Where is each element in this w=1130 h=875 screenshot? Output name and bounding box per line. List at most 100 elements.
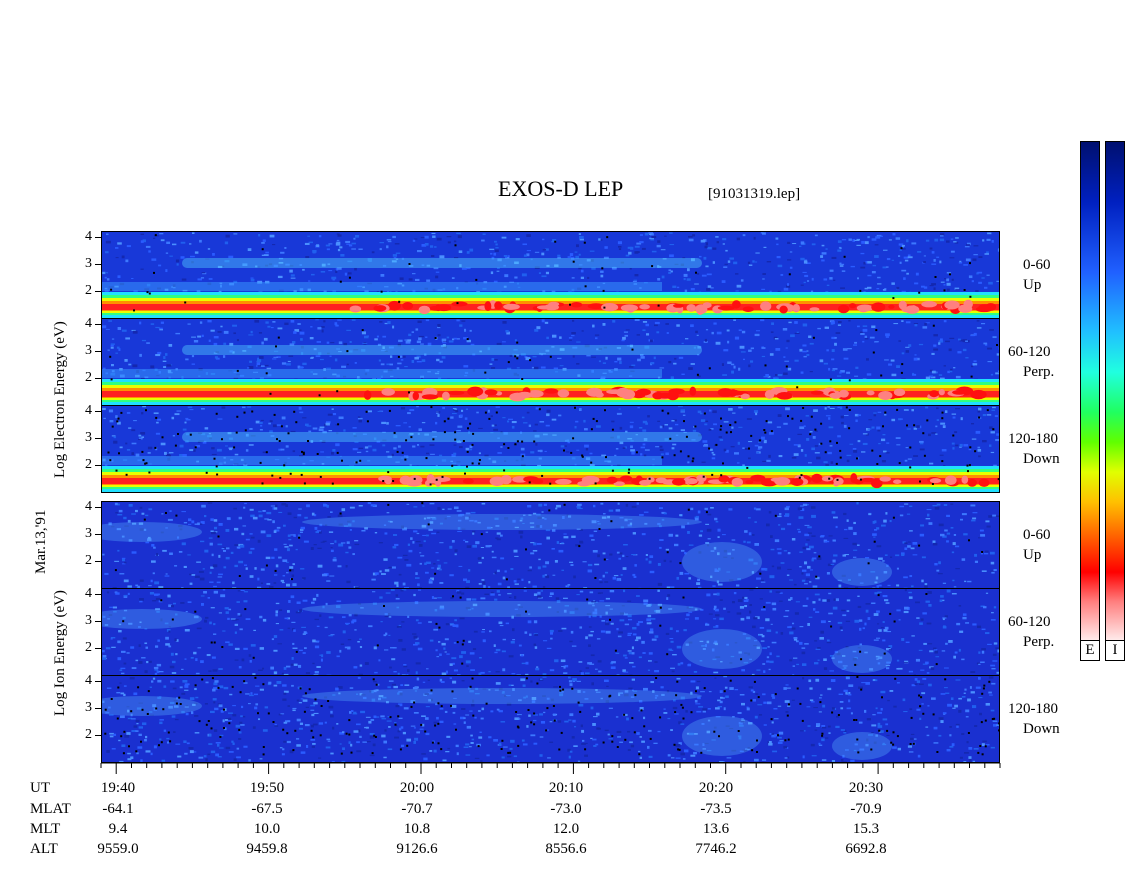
pitch-angle-label: 120-180 <box>1008 701 1058 717</box>
spectrogram-image <box>102 502 999 588</box>
y-tick-label: 4 <box>85 673 92 688</box>
y-tick-mark <box>95 507 101 508</box>
direction-label: Perp. <box>1023 634 1055 650</box>
file-name: [91031319.lep] <box>708 186 801 202</box>
ion-colorbar-gradient <box>1106 142 1124 642</box>
direction-label: Perp. <box>1023 364 1055 380</box>
y-tick-mark <box>95 735 101 736</box>
axis-value-alt: 7746.2 <box>695 841 737 857</box>
panel-ion-perp <box>101 588 1000 676</box>
y-tick-label: 3 <box>85 613 92 628</box>
spectrogram-noise <box>102 676 999 762</box>
axis-value-mlt: 10.8 <box>403 821 431 837</box>
axis-value-ut: 19:40 <box>100 780 136 796</box>
date-label: Mar.13,'91 <box>33 509 49 574</box>
axis-value-mlat: -67.5 <box>251 801 283 817</box>
row-label-mlat: MLAT <box>30 801 71 817</box>
direction-label: Up <box>1023 547 1042 563</box>
y-tick-label: 4 <box>85 499 92 514</box>
direction-label: Down <box>1023 721 1060 737</box>
energy-band-mid <box>102 282 662 291</box>
dropout-dots <box>107 406 999 486</box>
pitch-angle-label: 60-120 <box>1008 344 1051 360</box>
axis-value-alt: 9126.6 <box>396 841 438 857</box>
axis-value-mlt: 15.3 <box>852 821 880 837</box>
axis-value-mlat: -64.1 <box>102 801 134 817</box>
ion-y-axis-label: Log Ion Energy (eV) <box>52 590 68 716</box>
y-tick-mark <box>95 465 101 466</box>
axis-value-mlat: -73.5 <box>700 801 732 817</box>
direction-label: Down <box>1023 451 1060 467</box>
y-tick-mark <box>95 621 101 622</box>
spectrogram-noise <box>102 589 999 675</box>
ion-flux-patches <box>102 688 892 760</box>
row-label-ut: UT <box>30 780 50 796</box>
y-tick-label: 3 <box>85 256 92 271</box>
y-tick-label: 2 <box>85 457 92 472</box>
pitch-angle-label: 0-60 <box>1023 527 1051 543</box>
y-tick-label: 3 <box>85 430 92 445</box>
pitch-angle-label: 60-120 <box>1008 614 1051 630</box>
axis-value-alt: 8556.6 <box>545 841 587 857</box>
y-tick-mark <box>95 237 101 238</box>
axis-value-mlt: 9.4 <box>108 821 128 837</box>
row-label-mlt: MLT <box>30 821 61 837</box>
y-tick-label: 2 <box>85 553 92 568</box>
y-tick-mark <box>95 594 101 595</box>
ion-colorbar: I <box>1105 141 1125 661</box>
y-tick-mark <box>95 324 101 325</box>
y-tick-label: 4 <box>85 403 92 418</box>
electron-colorbar: E <box>1080 141 1100 661</box>
y-tick-label: 4 <box>85 316 92 331</box>
axis-value-mlat: -70.9 <box>850 801 882 817</box>
axis-value-mlat: -73.0 <box>550 801 582 817</box>
energy-band-mid <box>102 456 662 465</box>
spectrogram-noise <box>102 502 999 588</box>
y-tick-mark <box>95 264 101 265</box>
row-label-alt: ALT <box>30 841 58 857</box>
panel-ion-up <box>101 501 1000 589</box>
y-tick-mark <box>95 681 101 682</box>
dropout-dots <box>122 593 938 666</box>
axis-value-ut: 19:50 <box>249 780 285 796</box>
axis-value-ut: 20:00 <box>399 780 435 796</box>
electron-colorbar-gradient <box>1081 142 1099 642</box>
intensity-blobs <box>363 386 987 402</box>
x-axis-ticks <box>100 763 1001 774</box>
y-tick-label: 2 <box>85 370 92 385</box>
panel-side-label: 0-60 Up <box>1023 525 1051 565</box>
spectrogram-image <box>102 406 999 492</box>
y-tick-mark <box>95 438 101 439</box>
panel-side-label: 120-180 Down <box>1008 699 1060 739</box>
y-tick-mark <box>95 534 101 535</box>
spectrogram-image <box>102 319 999 405</box>
axis-value-alt: 6692.8 <box>845 841 887 857</box>
y-tick-mark <box>95 411 101 412</box>
electron-y-axis-label: Log Electron Energy (eV) <box>52 321 68 478</box>
dropout-dots <box>104 676 999 756</box>
axis-value-alt: 9559.0 <box>97 841 139 857</box>
dropout-dots <box>114 502 984 581</box>
energy-band-mid <box>102 369 662 378</box>
panel-side-label: 120-180 Down <box>1008 429 1060 469</box>
y-tick-mark <box>95 708 101 709</box>
axis-value-alt: 9459.8 <box>246 841 288 857</box>
panel-electron-perp <box>101 318 1000 406</box>
y-tick-label: 3 <box>85 526 92 541</box>
dropout-dots <box>109 324 998 397</box>
chart-title: EXOS-D LEP <box>498 176 624 201</box>
y-tick-label: 3 <box>85 343 92 358</box>
y-tick-mark <box>95 291 101 292</box>
y-tick-label: 3 <box>85 700 92 715</box>
direction-label: Up <box>1023 277 1042 293</box>
spectrogram-background <box>102 676 999 762</box>
y-tick-label: 4 <box>85 586 92 601</box>
energy-band-faint <box>182 258 702 268</box>
y-tick-mark <box>95 561 101 562</box>
axis-value-mlt: 12.0 <box>552 821 580 837</box>
pitch-angle-label: 0-60 <box>1023 257 1051 273</box>
panel-ion-down <box>101 675 1000 763</box>
y-tick-mark <box>95 378 101 379</box>
axis-value-ut: 20:30 <box>848 780 884 796</box>
low-energy-band-layer-4 <box>102 391 999 397</box>
